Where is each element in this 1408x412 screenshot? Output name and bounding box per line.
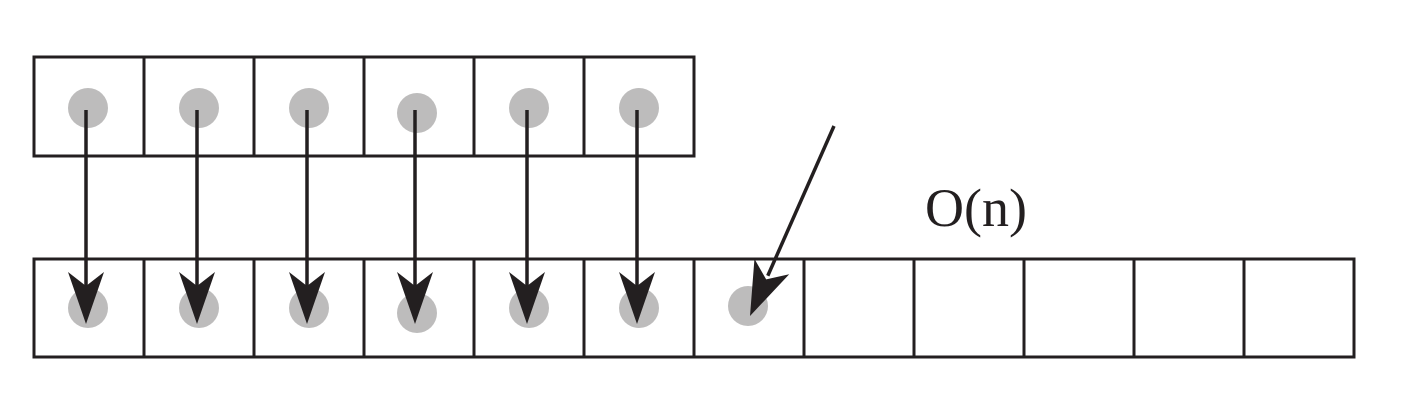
- destination-cell: [802, 257, 916, 359]
- source-element: [397, 93, 437, 133]
- copy-arrow: [289, 110, 325, 324]
- copy-arrow: [509, 110, 545, 324]
- source-element: [68, 88, 108, 128]
- copy-arrow: [68, 110, 104, 324]
- destination-cell: [1022, 257, 1136, 359]
- source-element: [509, 88, 549, 128]
- destination-cell: [912, 257, 1026, 359]
- source-array: [32, 55, 696, 158]
- destination-array: [32, 257, 1356, 359]
- copy-arrow: [397, 110, 433, 324]
- destination-cell: [1132, 257, 1246, 359]
- copy-arrows: [68, 110, 655, 324]
- source-element: [619, 88, 659, 128]
- destination-cell: [142, 257, 256, 359]
- copy-arrow: [619, 110, 655, 324]
- complexity-label: O(n): [925, 178, 1027, 238]
- source-element: [179, 88, 219, 128]
- destination-cell: [1242, 257, 1356, 359]
- insert-arrow: [750, 125, 836, 316]
- source-element: [289, 88, 329, 128]
- copy-arrow: [179, 110, 215, 324]
